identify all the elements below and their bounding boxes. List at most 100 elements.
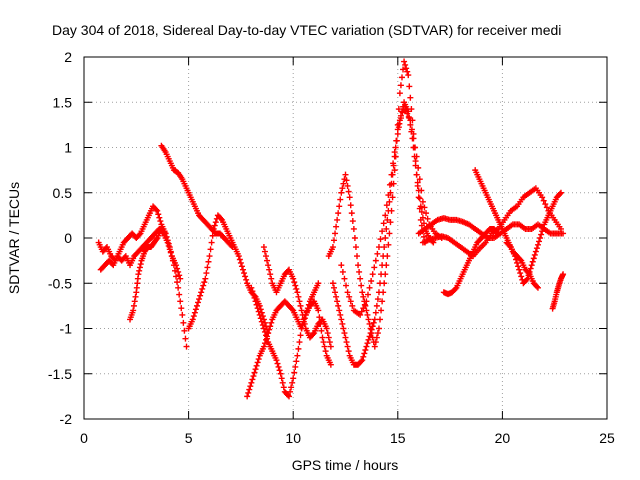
data-point — [330, 284, 337, 291]
data-point — [169, 257, 176, 264]
data-point — [405, 72, 412, 79]
data-point — [163, 233, 170, 240]
data-point — [252, 366, 259, 373]
data-point — [378, 307, 385, 314]
data-point — [190, 313, 197, 320]
data-point — [523, 276, 530, 283]
data-point — [423, 210, 430, 217]
data-point — [253, 301, 260, 308]
data-point — [154, 207, 161, 214]
data-point — [533, 283, 540, 290]
data-point — [254, 359, 261, 366]
data-point — [178, 305, 185, 312]
data-point — [349, 218, 356, 225]
data-point — [168, 253, 175, 260]
data-point — [360, 293, 367, 300]
data-point — [202, 275, 209, 282]
data-point — [339, 320, 346, 327]
data-point — [399, 109, 406, 116]
data-point — [288, 384, 295, 391]
series-track5 — [185, 212, 272, 337]
data-point — [204, 264, 211, 271]
data-point — [175, 284, 182, 291]
data-point — [253, 362, 260, 369]
x-tick-label: 5 — [185, 430, 193, 446]
data-point — [173, 273, 180, 280]
data-point — [355, 262, 362, 269]
series-track4 — [158, 142, 236, 251]
data-point — [383, 202, 390, 209]
y-tick-label: -1 — [60, 321, 73, 337]
data-point — [209, 232, 216, 239]
data-point — [345, 348, 352, 355]
data-point — [416, 195, 423, 202]
y-tick-label: 1.5 — [53, 94, 73, 110]
data-point — [264, 257, 271, 264]
data-point — [374, 250, 381, 257]
data-point — [386, 181, 393, 188]
data-point — [392, 144, 399, 151]
data-point — [248, 284, 255, 291]
data-point — [372, 309, 379, 316]
data-point — [246, 386, 253, 393]
data-point — [366, 284, 373, 291]
data-point — [176, 272, 183, 279]
data-point — [401, 103, 408, 110]
data-point — [247, 383, 254, 390]
data-point — [360, 305, 367, 312]
data-point — [324, 330, 331, 337]
data-point — [326, 339, 333, 346]
data-point — [402, 107, 409, 114]
data-points — [95, 58, 567, 400]
data-point — [175, 268, 182, 275]
data-point — [297, 302, 304, 309]
data-point — [382, 212, 389, 219]
data-point — [363, 307, 370, 314]
x-axis-label: GPS time / hours — [292, 457, 399, 473]
data-point — [334, 216, 341, 223]
data-point — [319, 334, 326, 341]
x-tick-label: 20 — [495, 430, 511, 446]
data-point — [245, 389, 252, 396]
data-point — [193, 302, 200, 309]
data-point — [525, 272, 532, 279]
data-point — [261, 248, 268, 255]
data-point — [279, 379, 286, 386]
data-point — [266, 266, 273, 273]
data-point — [167, 248, 174, 255]
data-point — [365, 316, 372, 323]
data-point — [406, 83, 413, 90]
data-point — [292, 282, 299, 289]
data-point — [153, 236, 160, 243]
data-point — [177, 298, 184, 305]
data-point — [352, 244, 359, 251]
data-point — [333, 293, 340, 300]
data-point — [344, 182, 351, 189]
data-point — [266, 326, 273, 333]
data-point — [342, 171, 349, 178]
data-point — [350, 225, 357, 232]
data-point — [201, 279, 208, 286]
data-point — [341, 275, 348, 282]
series-track8 — [260, 244, 334, 350]
data-point — [420, 220, 427, 227]
data-point — [256, 311, 263, 318]
data-point — [386, 198, 393, 205]
data-point — [395, 106, 402, 113]
data-point — [511, 253, 518, 260]
data-point — [354, 253, 361, 260]
data-point — [261, 340, 268, 347]
data-point — [375, 325, 382, 332]
data-point — [258, 318, 265, 325]
data-point — [560, 230, 567, 237]
data-point — [170, 262, 177, 269]
data-point — [291, 279, 298, 286]
data-point — [259, 322, 266, 329]
data-point — [137, 261, 144, 268]
data-point — [207, 246, 214, 253]
data-point — [252, 298, 259, 305]
data-point — [277, 370, 284, 377]
data-point — [310, 331, 317, 338]
data-point — [537, 235, 544, 241]
data-point — [287, 388, 294, 395]
